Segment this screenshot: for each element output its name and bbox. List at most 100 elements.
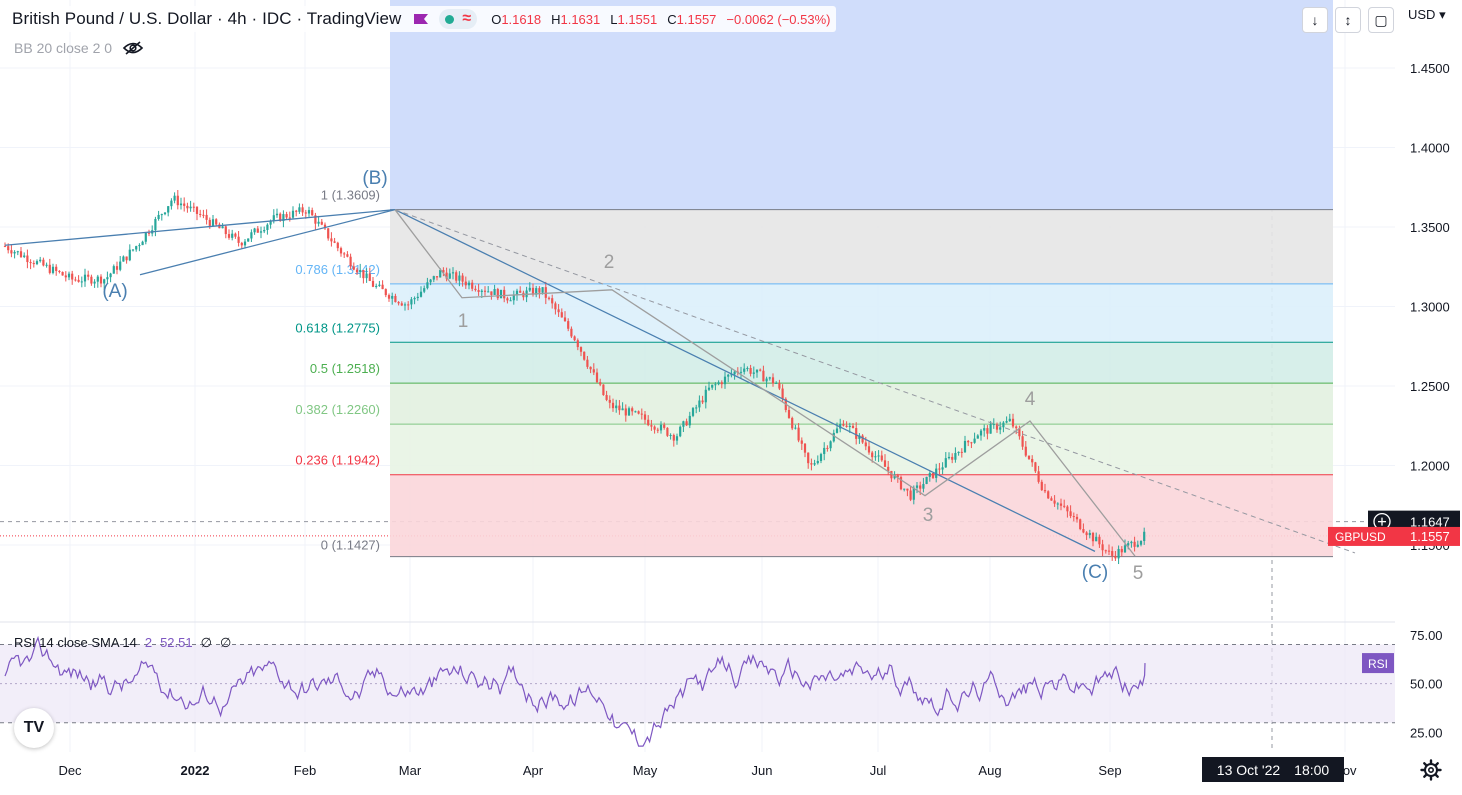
candle-body bbox=[1059, 503, 1063, 506]
candle-body bbox=[1040, 481, 1043, 491]
rsi-tag bbox=[1362, 653, 1394, 674]
candle-body bbox=[480, 290, 483, 292]
symbol-title[interactable]: British Pound / U.S. Dollar · 4h · IDC ·… bbox=[12, 9, 402, 28]
candle-body bbox=[669, 435, 672, 437]
candle-body bbox=[775, 382, 778, 384]
candle-body bbox=[490, 291, 493, 295]
candle-body bbox=[221, 226, 224, 229]
candle-body bbox=[35, 261, 39, 265]
candle-body bbox=[67, 273, 71, 278]
candle-body bbox=[1053, 500, 1056, 504]
candle-body bbox=[992, 424, 995, 426]
candle-body bbox=[685, 421, 688, 426]
close-value: 1.1557 bbox=[676, 11, 717, 27]
candle-body bbox=[275, 213, 279, 216]
candle-body bbox=[851, 425, 855, 429]
x-tick-label: Aug bbox=[978, 763, 1001, 778]
maximize-icon[interactable]: ▢ bbox=[1368, 7, 1394, 33]
candle-body bbox=[202, 214, 205, 216]
x-tick-label: Jul bbox=[870, 763, 887, 778]
candle-body bbox=[419, 291, 423, 297]
candle-body bbox=[295, 210, 298, 212]
candle-body bbox=[979, 430, 983, 436]
candle-body bbox=[791, 417, 794, 429]
trend-line-a bbox=[139, 209, 396, 276]
candle-body bbox=[749, 368, 752, 374]
y-tick-label: 1.3000 bbox=[1410, 300, 1450, 315]
wave-icon: ≈ bbox=[462, 10, 472, 27]
flag-icon[interactable] bbox=[413, 13, 429, 25]
candle-body bbox=[944, 458, 947, 468]
open-value: 1.1618 bbox=[501, 11, 542, 27]
crosshair-date: 13 Oct '22 bbox=[1216, 761, 1281, 778]
candle-body bbox=[762, 370, 765, 382]
eye-slash-icon[interactable] bbox=[122, 41, 144, 55]
crosshair-time-label: 13 Oct '22 18:00 bbox=[1202, 757, 1344, 782]
rsi-legend[interactable]: RSI 14 close SMA 14 2 52.51 ∅ ∅ bbox=[14, 635, 231, 651]
wave-label: (C) bbox=[1082, 562, 1108, 583]
candle-body bbox=[861, 435, 864, 443]
candle-body bbox=[531, 287, 535, 295]
candle-body bbox=[880, 455, 883, 461]
high-value: 1.1631 bbox=[560, 11, 601, 27]
candle-body bbox=[826, 447, 829, 449]
candle-body bbox=[365, 273, 368, 279]
candle-body bbox=[538, 288, 541, 293]
candle-body bbox=[771, 377, 775, 384]
candle-body bbox=[912, 487, 915, 500]
candle-body bbox=[643, 414, 647, 420]
currency-select[interactable]: USD ▾ bbox=[1408, 7, 1446, 22]
candle-body bbox=[781, 388, 784, 399]
candle-body bbox=[704, 389, 707, 403]
wave-label: 2 bbox=[604, 252, 615, 273]
status-pill[interactable]: ≈ bbox=[439, 9, 478, 29]
fib-band bbox=[390, 383, 1333, 425]
candle-body bbox=[247, 238, 250, 242]
bb-legend[interactable]: BB 20 close 2 0 bbox=[14, 40, 144, 56]
candle-body bbox=[205, 214, 208, 220]
candle-body bbox=[234, 233, 237, 237]
candle-body bbox=[387, 295, 391, 299]
candle-body bbox=[426, 282, 429, 289]
candle-body bbox=[535, 288, 538, 295]
candle-body bbox=[666, 427, 669, 436]
candle-body bbox=[874, 456, 877, 458]
collapse-icon[interactable]: ↕ bbox=[1335, 7, 1361, 33]
candle-body bbox=[384, 289, 387, 296]
candle-body bbox=[87, 274, 90, 277]
candle-body bbox=[787, 409, 791, 418]
y-tick-label: 1.4000 bbox=[1410, 141, 1450, 156]
fib-level-label: 0 (1.1427) bbox=[321, 538, 380, 553]
candle-body bbox=[656, 429, 659, 431]
arrow-down-icon[interactable]: ↓ bbox=[1302, 7, 1328, 33]
candle-body bbox=[519, 290, 522, 293]
gear-icon[interactable] bbox=[1420, 759, 1442, 781]
candle-body bbox=[960, 451, 963, 453]
candle-body bbox=[464, 281, 467, 286]
candle-body bbox=[557, 309, 560, 313]
crosshair-price-value: 1.1647 bbox=[1410, 515, 1450, 530]
candle-body bbox=[819, 454, 823, 461]
candle-body bbox=[618, 405, 621, 411]
candle-body bbox=[506, 298, 509, 301]
candle-body bbox=[346, 254, 349, 257]
candle-body bbox=[349, 256, 352, 267]
candle-body bbox=[963, 440, 967, 453]
candle-body bbox=[119, 261, 122, 270]
candle-body bbox=[739, 371, 743, 373]
tradingview-logo[interactable]: TV bbox=[14, 708, 54, 748]
candle-body bbox=[624, 408, 627, 416]
candle-body bbox=[647, 419, 650, 426]
wave-label: (B) bbox=[362, 168, 387, 189]
candle-body bbox=[1034, 462, 1037, 472]
candle-body bbox=[1098, 536, 1101, 545]
candle-body bbox=[195, 206, 199, 214]
candle-body bbox=[122, 256, 125, 262]
candle-body bbox=[1018, 428, 1021, 437]
candle-body bbox=[1069, 511, 1072, 517]
candle-body bbox=[263, 229, 266, 232]
candle-body bbox=[1127, 543, 1130, 546]
candle-body bbox=[733, 371, 736, 375]
candle-body bbox=[163, 212, 167, 215]
